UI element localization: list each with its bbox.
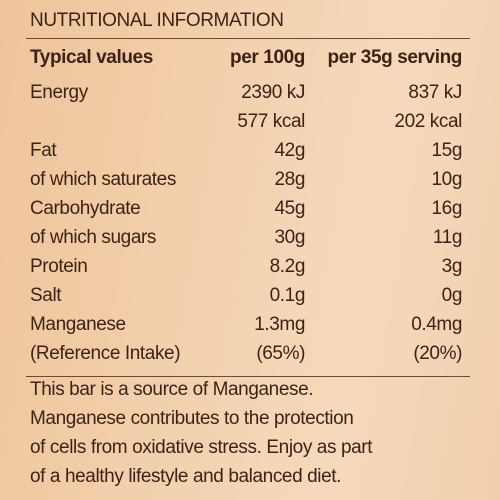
cell: 42g [274, 140, 305, 161]
row-label: Manganese [30, 314, 126, 335]
cell: (65%) [256, 343, 305, 364]
cell: 0g [441, 285, 463, 306]
footer-line: of cells from oxidative stress. Enjoy as… [30, 437, 373, 458]
cell: 15g [431, 140, 462, 161]
cell: 30g [274, 227, 305, 248]
footer-line: Manganese contributes to the protection [30, 408, 354, 429]
cell: 837 kJ [408, 82, 462, 103]
header-cell: per 35g serving [327, 47, 463, 68]
divider [26, 376, 470, 377]
cell: (20%) [413, 343, 462, 364]
footer-line: of a healthy lifestyle and balanced diet… [30, 466, 342, 487]
row-label: Protein [30, 256, 88, 277]
cell: 0.4mg [411, 314, 462, 335]
cell: 16g [431, 198, 462, 219]
cell: 577 kcal [237, 111, 305, 132]
cell: 8.2g [269, 256, 306, 277]
cell: 3g [441, 256, 463, 277]
row-label: of which sugars [30, 227, 157, 248]
divider [26, 38, 470, 39]
row-label: Salt [30, 285, 62, 306]
cell: 2390 kJ [241, 82, 305, 103]
row-label: of which saturates [30, 169, 176, 190]
cell: 1.3mg [254, 314, 305, 335]
cell: 28g [274, 169, 305, 190]
cell: 0.1g [269, 285, 306, 306]
title: NUTRITIONAL INFORMATION [30, 10, 284, 31]
row-label: Carbohydrate [30, 198, 141, 219]
row-label: (Reference Intake) [30, 343, 181, 364]
header-cell: per 100g [230, 47, 305, 68]
cell: 11g [432, 227, 462, 248]
cell: 202 kcal [394, 111, 462, 132]
header-cell: Typical values [30, 47, 153, 68]
row-label: Energy [30, 82, 88, 103]
cell: 45g [274, 198, 305, 219]
cell: 10g [431, 169, 462, 190]
row-label: Fat [30, 140, 57, 161]
footer-line: This bar is a source of Manganese. [30, 379, 314, 400]
